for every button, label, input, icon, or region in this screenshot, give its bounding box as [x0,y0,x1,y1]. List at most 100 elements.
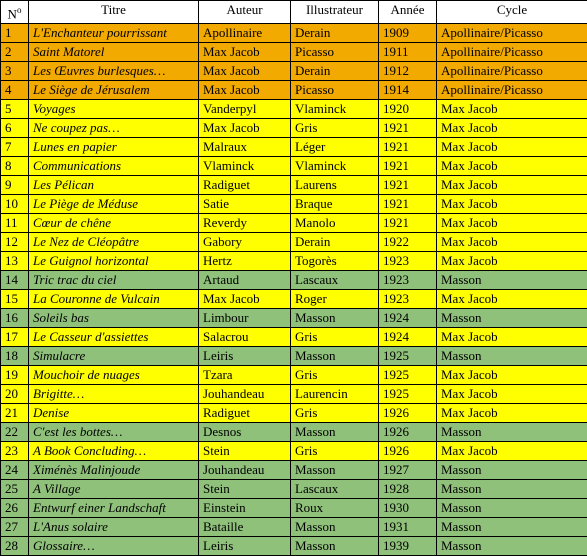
table-row: 14Tric trac du cielArtaudLascaux1923Mass… [1,271,587,290]
cell-annee: 1927 [379,461,437,480]
col-no: No [1,1,29,24]
table-row: 6Ne coupez pas…Max JacobGris1921Max Jaco… [1,119,587,138]
cell-no: 24 [1,461,29,480]
cell-titre: Soleils bas [29,309,199,328]
cell-no: 7 [1,138,29,157]
cell-illu: Vlaminck [291,100,379,119]
cell-auteur: Stein [199,442,291,461]
cell-auteur: Vlaminck [199,157,291,176]
cell-annee: 1921 [379,138,437,157]
cell-cycle: Max Jacob [437,138,587,157]
table-row: 4Le Siège de JérusalemMax JacobPicasso19… [1,81,587,100]
cell-titre: Entwurf einer Landschaft [29,499,199,518]
cell-cycle: Masson [437,499,587,518]
cell-no: 20 [1,385,29,404]
cell-titre: Simulacre [29,347,199,366]
cell-titre: Brigitte… [29,385,199,404]
cell-annee: 1914 [379,81,437,100]
cell-annee: 1923 [379,252,437,271]
cell-cycle: Masson [437,518,587,537]
cell-illu: Roux [291,499,379,518]
cell-auteur: Radiguet [199,176,291,195]
cell-no: 18 [1,347,29,366]
table-row: 5VoyagesVanderpylVlaminck1920Max Jacob [1,100,587,119]
col-cycle: Cycle [437,1,587,24]
table-row: 3Les Œuvres burlesques…Max JacobDerain19… [1,62,587,81]
cell-auteur: Satie [199,195,291,214]
cell-no: 21 [1,404,29,423]
cell-auteur: Gabory [199,233,291,252]
cell-annee: 1926 [379,423,437,442]
cell-cycle: Max Jacob [437,233,587,252]
table-row: 16Soleils basLimbourMasson1924Masson [1,309,587,328]
cell-annee: 1925 [379,347,437,366]
table-row: 23A Book Concluding…SteinGris1926Max Jac… [1,442,587,461]
cell-titre: Denise [29,404,199,423]
table-row: 17Le Casseur d'assiettesSalacrouGris1924… [1,328,587,347]
col-auteur: Auteur [199,1,291,24]
cell-auteur: Malraux [199,138,291,157]
table-row: 21DeniseRadiguetGris1926Max Jacob [1,404,587,423]
cell-annee: 1921 [379,214,437,233]
cell-auteur: Artaud [199,271,291,290]
cell-illu: Léger [291,138,379,157]
cell-annee: 1921 [379,176,437,195]
cell-titre: Le Siège de Jérusalem [29,81,199,100]
cell-cycle: Max Jacob [437,290,587,309]
cell-no: 23 [1,442,29,461]
cell-illu: Lascaux [291,271,379,290]
cell-illu: Derain [291,24,379,43]
cell-cycle: Max Jacob [437,366,587,385]
cell-no: 13 [1,252,29,271]
cell-annee: 1939 [379,537,437,556]
cell-illu: Picasso [291,81,379,100]
table-row: 13Le Guignol horizontalHertzTogorès1923M… [1,252,587,271]
cell-no: 2 [1,43,29,62]
cell-no: 28 [1,537,29,556]
cell-no: 10 [1,195,29,214]
cell-no: 9 [1,176,29,195]
cell-cycle: Apollinaire/Picasso [437,43,587,62]
table-row: 19Mouchoir de nuagesTzaraGris1925Max Jac… [1,366,587,385]
cell-titre: La Couronne de Vulcain [29,290,199,309]
cell-annee: 1923 [379,271,437,290]
cell-cycle: Apollinaire/Picasso [437,24,587,43]
cell-auteur: Max Jacob [199,62,291,81]
cell-auteur: Radiguet [199,404,291,423]
cell-no: 6 [1,119,29,138]
cell-no: 5 [1,100,29,119]
cell-cycle: Max Jacob [437,119,587,138]
cell-cycle: Masson [437,480,587,499]
cell-annee: 1911 [379,43,437,62]
cell-auteur: Salacrou [199,328,291,347]
cell-annee: 1924 [379,328,437,347]
cell-illu: Gris [291,119,379,138]
cell-titre: C'est les bottes… [29,423,199,442]
cell-auteur: Max Jacob [199,43,291,62]
cell-cycle: Masson [437,537,587,556]
cell-no: 17 [1,328,29,347]
table-row: 12Le Nez de CléopâtreGaboryDerain1922Max… [1,233,587,252]
cell-cycle: Max Jacob [437,157,587,176]
cell-cycle: Apollinaire/Picasso [437,81,587,100]
cell-titre: Lunes en papier [29,138,199,157]
cell-illu: Manolo [291,214,379,233]
cell-illu: Gris [291,442,379,461]
table-row: 8CommunicationsVlaminckVlaminck1921Max J… [1,157,587,176]
cell-auteur: Limbour [199,309,291,328]
cell-no: 1 [1,24,29,43]
cell-cycle: Apollinaire/Picasso [437,62,587,81]
cell-titre: Ne coupez pas… [29,119,199,138]
cell-no: 26 [1,499,29,518]
cell-no: 8 [1,157,29,176]
cell-illu: Laurencin [291,385,379,404]
col-illu: Illustrateur [291,1,379,24]
cell-annee: 1920 [379,100,437,119]
cell-illu: Masson [291,518,379,537]
cell-annee: 1921 [379,195,437,214]
cell-illu: Vlaminck [291,157,379,176]
cell-illu: Gris [291,366,379,385]
cell-auteur: Leiris [199,347,291,366]
cell-auteur: Tzara [199,366,291,385]
cell-annee: 1925 [379,385,437,404]
